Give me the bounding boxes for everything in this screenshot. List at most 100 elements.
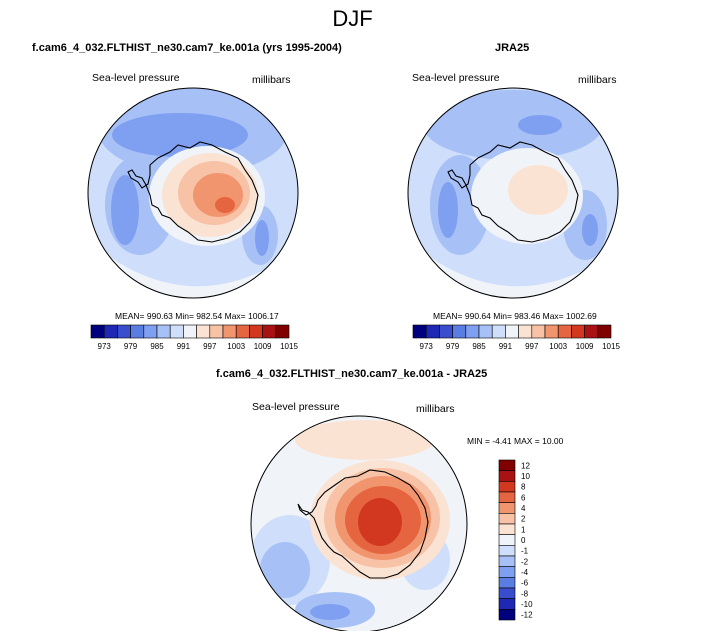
- panel3-colorbar-tick-label: 12: [521, 461, 530, 470]
- panel3-colorbar-bin: [498, 470, 516, 482]
- panel3-colorbar-tick-label: 2: [521, 515, 526, 524]
- panel1-colorbar-bin: [235, 324, 250, 339]
- panel1-colorbar-bin: [130, 324, 145, 339]
- panel2-units-label: millibars: [578, 74, 617, 86]
- panel2-coastline: [447, 141, 579, 243]
- panel2-colorbar-bin: [505, 324, 519, 339]
- panel1-colorbar-bin: [262, 324, 277, 339]
- panel3-colorbar-tick-label: -2: [521, 557, 529, 566]
- panel2-map: [407, 87, 619, 299]
- panel1-colorbar-bin: [183, 324, 197, 339]
- panel3-colorbar-tick-label: 6: [521, 493, 526, 502]
- panel2-colorbar-tick-label: 997: [525, 342, 539, 351]
- panel3-colorbar-bin: [498, 459, 516, 471]
- panel2-colorbar-bin: [439, 324, 453, 339]
- panel2-stats: MEAN= 990.64 Min= 983.46 Max= 1002.69: [433, 311, 597, 321]
- panel1-colorbar-bin: [249, 324, 263, 339]
- panel2-colorbar-bin: [571, 324, 585, 339]
- panel3-colorbar-tick-label: -8: [521, 589, 529, 598]
- panel1-colorbar-bin: [275, 324, 290, 339]
- panel3-colorbar-bin: [498, 523, 516, 535]
- panel3-map: [250, 415, 468, 631]
- panel1-colorbar-tick-label: 1009: [254, 342, 272, 351]
- panel3-map-border: [250, 415, 468, 631]
- panel2-colorbar-bin: [478, 324, 493, 339]
- panel2-colorbar-tick-label: 979: [446, 342, 460, 351]
- panel3-colorbar-tick-label: 10: [521, 472, 530, 481]
- panel3-colorbar-bin: [498, 545, 516, 557]
- panel2-colorbar-bin: [531, 324, 546, 339]
- panel3-colorbar-tick-label: 4: [521, 504, 526, 513]
- panel2-colorbar-bin: [544, 324, 559, 339]
- panel1-colorbar-bin: [209, 324, 224, 339]
- panel3-colorbar-bin: [498, 513, 516, 525]
- panel1-colorbar-bin: [196, 324, 211, 339]
- panel3-colorbar-bin: [498, 555, 516, 567]
- panel1-colorbar-tick-label: 1015: [280, 342, 298, 351]
- panel2-colorbar: 973 979 985 991 997 1003 1009 1015: [412, 324, 620, 351]
- panel1-units-label: millibars: [252, 74, 291, 86]
- panel2-colorbar-bin: [491, 324, 506, 339]
- panel3-colorbar-bin: [498, 491, 516, 503]
- panel2-colorbar-bin: [557, 324, 572, 339]
- panel2-map-border: [407, 87, 619, 299]
- panel2-colorbar-bin: [412, 324, 427, 339]
- panel3-colorbar-tick-label: -6: [521, 579, 529, 588]
- panel1-colorbar-tick-label: 979: [124, 342, 138, 351]
- panel1-coastline: [127, 141, 259, 243]
- panel3-stats: MIN = -4.41 MAX = 10.00: [467, 436, 564, 446]
- panel1-colorbar: 973 979 985 991 997 1003 1009 1015: [90, 324, 298, 351]
- panel3-units-label: millibars: [416, 403, 455, 415]
- panel2-colorbar-tick-label: 1015: [602, 342, 620, 351]
- panel2-variable-label: Sea-level pressure: [412, 72, 500, 84]
- panel1-colorbar-bin: [90, 324, 105, 339]
- panel3-colorbar-tick-label: 1: [521, 525, 526, 534]
- panel2-colorbar-bin: [452, 324, 467, 339]
- panel3-colorbar-tick-label: -10: [521, 600, 533, 609]
- panel3-colorbar-bin: [498, 577, 516, 589]
- panel3-colorbar-tick-label: 0: [521, 536, 526, 545]
- panel3-colorbar-tick-label: 8: [521, 483, 526, 492]
- panel3-colorbar-tick-label: -1: [521, 547, 529, 556]
- panel1-colorbar-tick-label: 973: [98, 342, 112, 351]
- panel3-colorbar-bin: [498, 566, 516, 578]
- panel2-colorbar-bin: [597, 324, 612, 339]
- panel1-colorbar-tick-label: 997: [203, 342, 217, 351]
- panel1-colorbar-tick-label: 985: [150, 342, 164, 351]
- panel2-colorbar-tick-label: 985: [472, 342, 486, 351]
- panel3-colorbar-bin: [498, 587, 516, 599]
- panel1-stats: MEAN= 990.63 Min= 982.54 Max= 1006.17: [115, 311, 279, 321]
- panel3-colorbar-bin: [498, 609, 516, 621]
- panel1-colorbar-bin: [103, 324, 118, 339]
- panel1-colorbar-bin: [156, 324, 171, 339]
- panel1-colorbar-bin: [169, 324, 184, 339]
- panel3-colorbar-bin: [498, 502, 516, 514]
- panel2-colorbar-bin: [425, 324, 440, 339]
- panel3-title: f.cam6_4_032.FLTHIST_ne30.cam7_ke.001a -…: [216, 368, 488, 380]
- panel3-coastline: [297, 469, 429, 579]
- panel3-colorbar-tick-label: -4: [521, 568, 529, 577]
- panel2-colorbar-bin: [465, 324, 480, 339]
- panel1-map: [87, 87, 299, 299]
- panel3-colorbar-bin: [498, 481, 516, 493]
- panel1-colorbar-tick-label: 1003: [227, 342, 245, 351]
- panel3-variable-label: Sea-level pressure: [252, 401, 340, 413]
- figure-title: DJF: [332, 6, 373, 31]
- panel2-colorbar-tick-label: 973: [420, 342, 434, 351]
- panel1-map-border: [87, 87, 299, 299]
- panel3-colorbar-bin: [498, 598, 516, 610]
- panel2-colorbar-tick-label: 1003: [549, 342, 567, 351]
- panel2-colorbar-tick-label: 1009: [576, 342, 594, 351]
- panel2-colorbar-bin: [584, 324, 599, 339]
- panel2-colorbar-bin: [518, 324, 533, 339]
- panel1-colorbar-bin: [222, 324, 237, 339]
- panel1-colorbar-bin: [143, 324, 158, 339]
- panel2-colorbar-tick-label: 991: [499, 342, 513, 351]
- panel1-variable-label: Sea-level pressure: [92, 72, 180, 84]
- panel3-colorbar-tick-label: -12: [521, 611, 533, 620]
- panel2-title: JRA25: [495, 42, 530, 54]
- panel1-colorbar-tick-label: 991: [177, 342, 191, 351]
- panel3-colorbar-bin: [498, 534, 516, 546]
